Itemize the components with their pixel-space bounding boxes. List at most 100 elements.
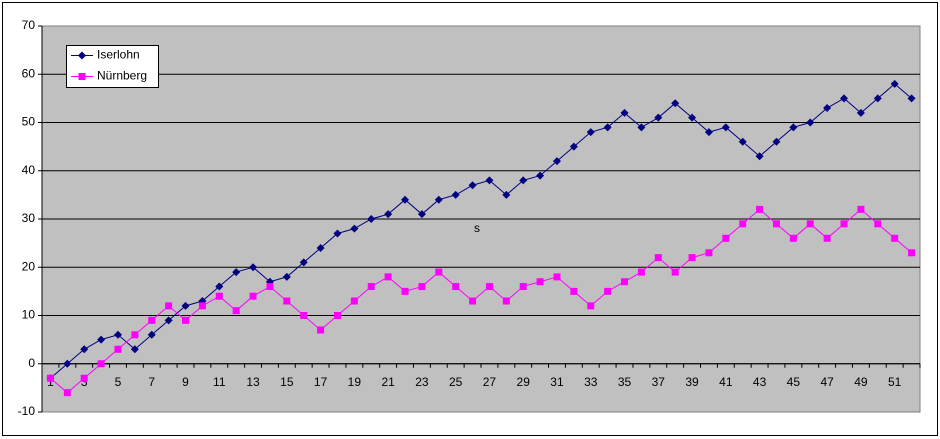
x-tick-label: 15 — [280, 375, 294, 389]
marker — [63, 359, 72, 368]
x-tick-label: 51 — [888, 375, 902, 389]
marker — [536, 171, 545, 180]
x-tick-label: 25 — [449, 375, 463, 389]
marker — [891, 234, 899, 242]
marker — [637, 123, 646, 132]
marker — [587, 302, 595, 310]
marker — [282, 272, 291, 281]
marker — [63, 389, 71, 397]
marker — [97, 360, 105, 368]
marker — [198, 302, 206, 310]
marker — [147, 330, 156, 339]
marker — [485, 283, 493, 291]
marker — [485, 176, 494, 185]
marker — [890, 79, 899, 88]
x-tick-label: 5 — [115, 375, 122, 389]
marker — [384, 273, 392, 281]
y-tick-label: 60 — [22, 66, 36, 80]
marker — [756, 205, 764, 213]
marker — [721, 123, 730, 132]
marker — [317, 326, 325, 334]
marker — [316, 243, 325, 252]
marker — [401, 195, 410, 204]
marker — [856, 108, 865, 117]
marker — [553, 273, 561, 281]
marker — [620, 108, 629, 117]
marker — [97, 335, 106, 344]
marker — [671, 99, 680, 108]
marker — [722, 234, 730, 242]
marker — [249, 263, 258, 272]
marker — [435, 268, 443, 276]
marker — [840, 94, 849, 103]
marker — [621, 278, 629, 286]
marker — [704, 128, 713, 137]
marker — [570, 287, 578, 295]
marker — [907, 94, 916, 103]
x-tick-label: 49 — [854, 375, 868, 389]
x-tick-label: 19 — [348, 375, 362, 389]
marker — [603, 123, 612, 132]
x-tick-label: 47 — [820, 375, 834, 389]
x-tick-label: 33 — [584, 375, 598, 389]
marker — [468, 181, 477, 190]
marker — [823, 104, 832, 113]
marker — [789, 123, 798, 132]
x-tick-label: 27 — [483, 375, 497, 389]
x-tick-label: 37 — [652, 375, 666, 389]
x-tick-label: 39 — [685, 375, 699, 389]
x-tick-label: 23 — [415, 375, 429, 389]
marker — [46, 374, 54, 382]
marker — [823, 234, 831, 242]
marker — [165, 302, 173, 310]
marker — [215, 292, 223, 300]
x-tick-label: 17 — [314, 375, 328, 389]
x-tick-label: 9 — [182, 375, 189, 389]
marker — [249, 292, 257, 300]
x-tick-label: 13 — [246, 375, 260, 389]
marker — [418, 283, 426, 291]
marker — [434, 195, 443, 204]
marker — [131, 331, 139, 339]
marker — [604, 287, 612, 295]
y-tick-label: 50 — [22, 115, 36, 129]
marker — [569, 142, 578, 151]
marker — [113, 330, 122, 339]
marker — [266, 283, 274, 291]
marker — [80, 345, 89, 354]
y-tick-label: 30 — [22, 211, 36, 225]
marker — [300, 312, 308, 319]
marker — [451, 190, 460, 199]
marker — [654, 113, 663, 122]
marker — [552, 157, 561, 166]
x-tick-label: 35 — [618, 375, 632, 389]
marker — [232, 307, 240, 315]
marker — [738, 137, 747, 146]
series-line — [50, 208, 912, 394]
marker — [78, 51, 86, 60]
x-tick-label: 11 — [213, 375, 226, 389]
annotation: s — [474, 221, 480, 235]
marker — [772, 137, 781, 146]
marker — [536, 278, 544, 286]
marker — [283, 297, 291, 305]
y-tick-label: 40 — [22, 163, 36, 177]
marker — [857, 205, 865, 213]
marker — [80, 374, 88, 382]
marker — [333, 229, 342, 238]
y-tick-label: 70 — [22, 18, 36, 32]
marker — [350, 297, 358, 305]
marker — [755, 152, 764, 161]
marker — [806, 220, 814, 228]
marker — [299, 258, 308, 267]
marker — [739, 220, 747, 228]
marker — [78, 73, 86, 80]
marker — [519, 176, 528, 185]
marker — [671, 268, 679, 276]
legend-label: Nürnberg — [97, 69, 147, 83]
y-tick-label: -10 — [18, 404, 36, 418]
marker — [688, 254, 696, 262]
x-tick-label: 29 — [517, 375, 531, 389]
marker — [840, 220, 848, 228]
x-tick-label: 3 — [81, 375, 88, 389]
